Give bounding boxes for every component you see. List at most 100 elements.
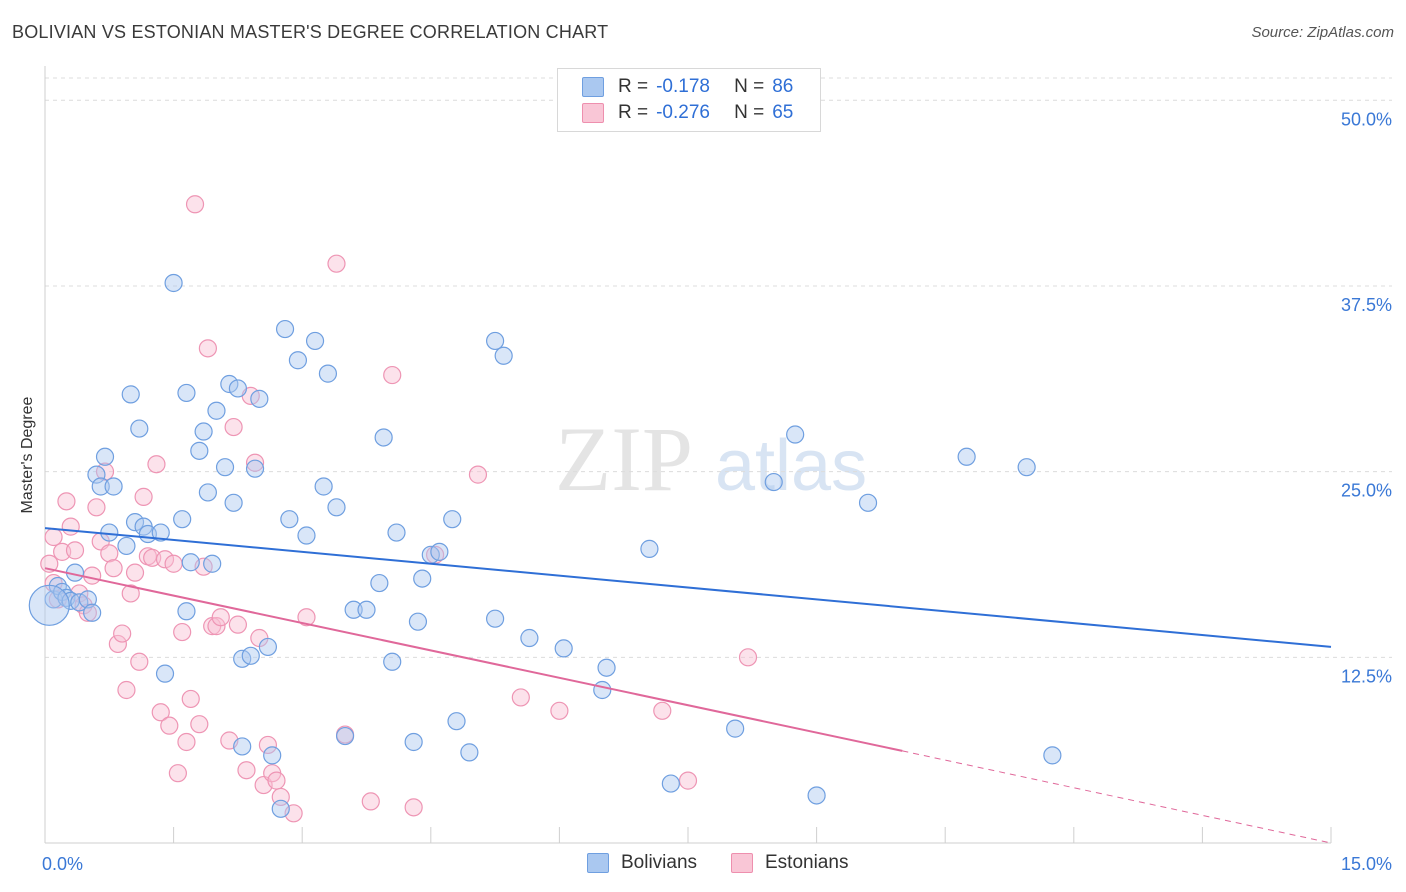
- legend-swatch-estonians: [582, 103, 604, 123]
- estonian-point: [83, 566, 102, 585]
- estonian-point: [173, 622, 192, 642]
- estonian-point: [44, 527, 63, 547]
- watermark-zip: ZIP: [555, 408, 693, 510]
- estonian-point: [297, 608, 316, 627]
- bolivian-point: [957, 447, 976, 466]
- bolivian-point: [215, 458, 235, 477]
- legend-n-label: N =: [734, 102, 765, 123]
- estonian-point: [108, 634, 127, 654]
- watermark-atlas: atlas: [715, 426, 867, 506]
- estonian-point: [404, 798, 423, 817]
- estonian-point: [117, 680, 136, 700]
- bolivian-point: [117, 536, 136, 556]
- bolivian-trend-line: [44, 527, 1332, 648]
- estonian-point: [147, 455, 166, 474]
- bolivian-point: [91, 477, 110, 496]
- bolivian-point: [198, 483, 217, 502]
- bolivian-point: [280, 510, 299, 529]
- estonian-point: [211, 608, 230, 627]
- bolivian-point: [258, 637, 278, 657]
- bolivian-point: [486, 331, 505, 351]
- estonian-point: [130, 652, 149, 671]
- bolivian-point: [327, 498, 346, 517]
- series-swatch-estonians: [731, 853, 753, 873]
- estonian-point: [121, 584, 140, 603]
- bolivian-point: [181, 553, 200, 572]
- bolivian-point: [177, 383, 196, 403]
- estonian-point: [550, 701, 569, 720]
- bolivian-point: [87, 465, 106, 484]
- bolivian-point: [344, 600, 363, 619]
- estonian-point: [61, 517, 80, 536]
- bolivian-point: [318, 364, 338, 383]
- bolivian-point: [130, 419, 149, 438]
- estonian-point: [100, 544, 119, 563]
- bolivian-point: [314, 477, 333, 496]
- estonian-point: [87, 498, 106, 517]
- bolivian-point: [250, 389, 269, 408]
- bolivian-point: [207, 401, 226, 420]
- estonian-point: [113, 624, 132, 643]
- estonian-point: [207, 617, 226, 636]
- bolivian-point: [190, 441, 209, 460]
- bolivian-point: [807, 786, 826, 805]
- bolivian-point: [661, 774, 680, 793]
- bolivian-point: [1043, 746, 1062, 765]
- bolivian-point: [494, 346, 513, 365]
- legend-r-value: -0.276: [656, 102, 710, 123]
- legend-n-label: N =: [734, 76, 765, 97]
- estonian-point: [383, 365, 402, 385]
- bolivian-point: [383, 652, 402, 671]
- estonian-point: [245, 453, 265, 472]
- legend-n-value: 65: [772, 102, 794, 123]
- bolivian-point: [554, 639, 573, 658]
- estonian-point: [361, 792, 380, 811]
- source-label: Source: ZipAtlas.com: [1251, 24, 1394, 41]
- bolivian-point: [288, 351, 308, 370]
- bolivian-point: [95, 447, 115, 466]
- estonian-point: [198, 339, 217, 358]
- legend-r-label: R =: [618, 102, 649, 123]
- estonian-point: [177, 732, 196, 752]
- bolivian-point: [224, 493, 243, 512]
- bolivian-point: [271, 799, 290, 818]
- bolivian-point: [370, 573, 389, 593]
- bolivian-point: [443, 510, 462, 529]
- estonian-point: [511, 688, 530, 707]
- bolivian-point: [297, 526, 316, 545]
- estonian-point: [160, 716, 179, 735]
- legend-n-value: 86: [772, 76, 794, 97]
- legend-r-value: -0.178: [656, 76, 710, 97]
- bolivian-point: [520, 628, 539, 648]
- estonian-point: [224, 417, 243, 437]
- estonian-point: [104, 559, 123, 578]
- bolivian-point: [155, 664, 175, 683]
- bolivian-point: [245, 459, 265, 478]
- bolivian-point: [764, 472, 783, 492]
- bolivian-point: [151, 523, 170, 542]
- bolivian-point: [164, 273, 183, 293]
- estonian-trend-line: [44, 567, 903, 752]
- x-tick-label: 0.0%: [42, 854, 83, 874]
- bolivian-point: [357, 600, 376, 619]
- estonian-point: [327, 254, 346, 273]
- estonian-point: [185, 195, 205, 214]
- bolivian-point: [305, 331, 325, 351]
- bolivian-point: [640, 539, 659, 558]
- bolivian-point: [460, 743, 479, 762]
- estonian-point: [57, 492, 76, 511]
- estonian-point: [164, 554, 183, 573]
- estonian-point: [155, 550, 175, 569]
- bolivian-point: [125, 513, 145, 532]
- bolivian-point: [220, 374, 239, 394]
- bolivian-point: [486, 609, 505, 628]
- estonian-point: [228, 615, 247, 634]
- estonian-point: [237, 761, 256, 780]
- estonian-point: [190, 715, 209, 734]
- bolivian-point: [387, 523, 406, 542]
- bolivian-point: [335, 726, 355, 746]
- series-legend-bolivians: Bolivians: [587, 852, 697, 874]
- bolivian-point: [447, 712, 466, 731]
- estonian-point: [258, 735, 278, 755]
- bolivian-point: [241, 646, 260, 665]
